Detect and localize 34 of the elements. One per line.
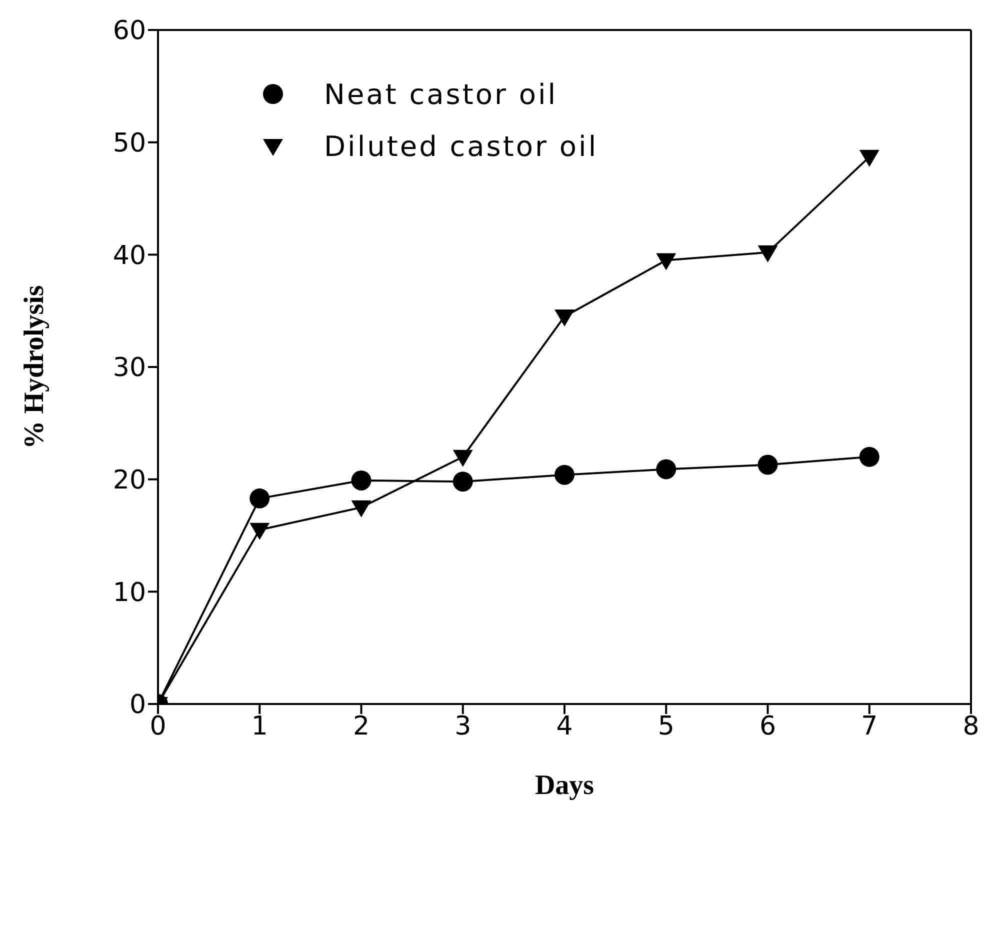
point bbox=[859, 150, 880, 167]
point bbox=[554, 464, 574, 485]
y-tick-label: 50 bbox=[112, 128, 146, 159]
point bbox=[250, 522, 270, 540]
x-tick-label: 0 bbox=[150, 711, 166, 742]
y-tick-label: 10 bbox=[112, 578, 146, 608]
y-tick-label: 40 bbox=[112, 240, 146, 271]
legend-label: Diluted castor oil bbox=[324, 130, 598, 162]
point bbox=[758, 454, 778, 475]
x-axis-title: Days bbox=[534, 770, 594, 801]
y-axis-title: % Hydrolysis bbox=[18, 285, 50, 449]
x-tick-label: 6 bbox=[759, 711, 776, 742]
x-tick-label: 2 bbox=[352, 711, 370, 742]
x-tick-label: 7 bbox=[861, 711, 878, 742]
x-tick-label: 8 bbox=[962, 711, 980, 742]
point bbox=[656, 459, 676, 480]
y-tick-label: 30 bbox=[112, 353, 146, 384]
y-tick-label: 60 bbox=[112, 16, 146, 46]
point bbox=[250, 488, 270, 508]
point bbox=[656, 253, 676, 270]
x-tick-label: 5 bbox=[658, 711, 674, 742]
point bbox=[351, 470, 372, 490]
y-tick-label: 0 bbox=[129, 690, 146, 720]
point bbox=[859, 446, 880, 467]
x-tick-label: 3 bbox=[454, 711, 472, 742]
point bbox=[452, 450, 473, 467]
point bbox=[554, 309, 574, 326]
y-tick-label: 20 bbox=[112, 466, 146, 496]
point bbox=[452, 472, 473, 492]
x-tick-label: 4 bbox=[556, 711, 573, 742]
point bbox=[758, 245, 778, 262]
x-tick-label: 1 bbox=[251, 711, 268, 742]
point bbox=[351, 500, 372, 518]
legend-label: Neat castor oil bbox=[324, 78, 558, 110]
